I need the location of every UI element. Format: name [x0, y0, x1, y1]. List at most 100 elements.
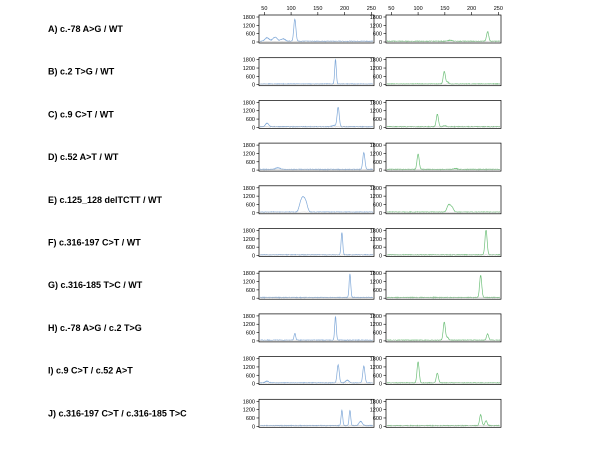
panel-frame-right: [385, 398, 502, 428]
y-tick-label: 0: [379, 339, 382, 345]
y-tick-label: 600: [246, 416, 255, 422]
y-tick-label: 1800: [243, 271, 255, 277]
y-tick-label: 1200: [370, 151, 382, 157]
y-tick-label: 600: [373, 117, 382, 123]
panel-frame-left: [258, 100, 375, 129]
panel-frame-left: [258, 356, 375, 385]
y-tick-label: 600: [373, 245, 382, 251]
x-tick-label-right: 250: [494, 6, 503, 12]
row-label: F) c.316-197 C>T / WT: [48, 238, 141, 248]
row-label: A) c.-78 A>G / WT: [48, 24, 123, 34]
y-tick-label: 0: [252, 83, 255, 89]
y-tick-label: 0: [379, 254, 382, 260]
y-tick-label: 1800: [243, 58, 255, 64]
y-tick-label: 1800: [243, 314, 255, 320]
y-tick-label: 0: [379, 382, 382, 388]
noise-trace-right: [387, 211, 500, 213]
y-tick-label: 1200: [243, 23, 255, 29]
noise-trace-left: [260, 40, 374, 43]
y-tick-label: 600: [246, 331, 255, 337]
y-tick-label: 1200: [243, 237, 255, 243]
y-tick-label: 1800: [370, 100, 382, 106]
noise-trace-right: [387, 254, 500, 256]
x-tick-label-left: 50: [261, 6, 267, 12]
panel-frame-left: [258, 228, 375, 257]
y-tick-label: 1200: [370, 23, 382, 29]
noise-trace-right: [387, 339, 500, 341]
panel-frame-right: [385, 14, 502, 44]
x-tick-label-right: 150: [440, 6, 449, 12]
y-tick-label: 1200: [370, 237, 382, 243]
y-tick-label: 0: [252, 168, 255, 174]
y-tick-label: 0: [379, 83, 382, 89]
panel-frame-right: [385, 142, 502, 172]
trace-left: [259, 106, 374, 128]
trace-right: [386, 114, 501, 128]
y-tick-label: 600: [373, 202, 382, 208]
panel-frame-left: [258, 14, 375, 44]
y-tick-label: 1200: [243, 408, 255, 414]
y-tick-label: 0: [379, 296, 382, 302]
y-tick-label: 0: [252, 382, 255, 388]
y-tick-label: 1800: [243, 357, 255, 363]
y-tick-label: 1200: [370, 280, 382, 286]
y-tick-label: 600: [373, 331, 382, 337]
y-tick-label: 0: [252, 40, 255, 46]
y-tick-label: 1800: [370, 271, 382, 277]
y-tick-label: 600: [246, 160, 255, 166]
panel-frame-left: [258, 142, 375, 172]
x-tick-label-left: 200: [340, 6, 349, 12]
y-tick-label: 1200: [370, 408, 382, 414]
noise-trace-left: [259, 425, 373, 427]
x-tick-label-right: 50: [388, 6, 394, 12]
row-label: J) c.316-197 C>T / c.316-185 T>C: [48, 408, 187, 418]
trace-right: [386, 203, 501, 214]
noise-trace-left: [260, 168, 373, 171]
noise-trace-right: [386, 297, 501, 299]
y-tick-label: 1200: [243, 365, 255, 371]
trace-left: [260, 408, 374, 427]
y-tick-label: 1200: [243, 280, 255, 286]
panel-frame-left: [258, 398, 375, 428]
y-tick-label: 600: [246, 373, 255, 379]
noise-trace-left: [260, 83, 374, 85]
y-tick-label: 1200: [243, 109, 255, 115]
x-tick-label-left: 250: [367, 6, 376, 12]
noise-trace-left: [260, 339, 373, 341]
y-tick-label: 1800: [243, 100, 255, 106]
y-tick-label: 1800: [370, 229, 382, 235]
y-tick-label: 600: [246, 202, 255, 208]
trace-left: [259, 58, 374, 86]
y-tick-label: 1800: [370, 314, 382, 320]
noise-trace-right: [387, 83, 500, 85]
y-tick-label: 1800: [243, 399, 255, 405]
y-tick-label: 0: [252, 339, 255, 345]
row-label: B) c.2 T>G / WT: [48, 67, 115, 77]
y-tick-label: 600: [373, 416, 382, 422]
noise-trace-left: [260, 382, 373, 384]
y-tick-label: 0: [379, 168, 382, 174]
y-tick-label: 0: [379, 40, 382, 46]
panel-frame-left: [258, 270, 375, 300]
panel-frame-right: [385, 228, 502, 257]
trace-left: [259, 151, 374, 171]
trace-right: [386, 31, 501, 43]
noise-trace-right: [387, 425, 501, 427]
noise-trace-left: [260, 254, 374, 256]
noise-trace-right: [386, 40, 500, 43]
trace-right: [386, 321, 501, 342]
y-tick-label: 1200: [370, 66, 382, 72]
trace-left: [259, 196, 374, 214]
y-tick-label: 1200: [243, 66, 255, 72]
x-tick-label-left: 150: [313, 6, 322, 12]
y-tick-label: 0: [252, 125, 255, 131]
y-tick-label: 0: [379, 125, 382, 131]
y-tick-label: 1200: [370, 365, 382, 371]
panel-frame-right: [385, 57, 502, 87]
noise-trace-left: [260, 211, 374, 213]
y-tick-label: 1800: [370, 399, 382, 405]
y-tick-label: 600: [373, 74, 382, 80]
y-tick-label: 600: [246, 117, 255, 123]
trace-left: [259, 363, 373, 385]
